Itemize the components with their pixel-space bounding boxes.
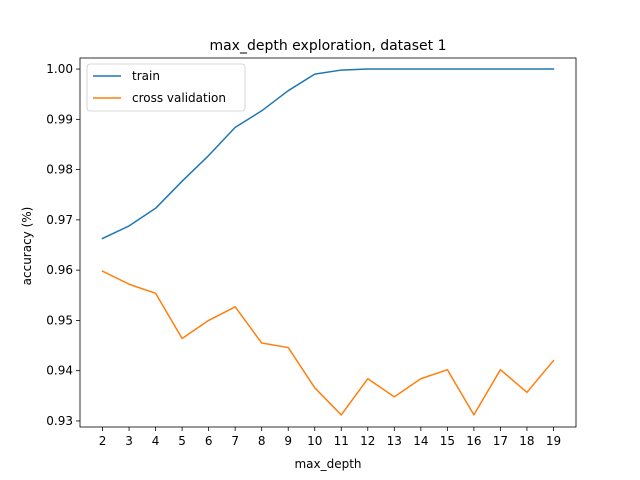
legend-label-1: cross validation [132, 91, 226, 105]
x-tick-label: 14 [413, 434, 428, 448]
x-tick-label: 16 [466, 434, 481, 448]
y-tick-label: 0.94 [46, 364, 73, 378]
plot-area [79, 57, 577, 428]
y-tick-label: 0.97 [46, 213, 73, 227]
x-tick-label: 18 [519, 434, 534, 448]
x-axis-label: max_depth [294, 457, 361, 471]
y-tick-label: 0.95 [46, 313, 73, 327]
legend-frame [86, 63, 246, 112]
y-tick-label: 0.96 [46, 263, 73, 277]
series-line-1 [101, 270, 555, 416]
x-tick-label: 5 [178, 434, 186, 448]
legend-label-0: train [132, 69, 160, 83]
x-tick-label: 10 [307, 434, 322, 448]
x-axis: 2 3 4 5 6 7 8 9 10 11 12 13 14 15 16 17 18 19 [99, 427, 561, 448]
series-line-0 [101, 68, 555, 240]
x-tick-label: 2 [99, 434, 107, 448]
x-tick-label: 9 [284, 434, 292, 448]
x-tick-label: 13 [387, 434, 402, 448]
legend: train cross validation [86, 63, 246, 112]
x-tick-label: 11 [334, 434, 349, 448]
x-tick-label: 7 [231, 434, 239, 448]
x-tick-label: 4 [152, 434, 160, 448]
x-tick-label: 19 [546, 434, 561, 448]
x-tick-label: 12 [360, 434, 375, 448]
y-axis: 0.93 0.94 0.95 0.96 0.97 0.98 0.99 1.00 [46, 62, 80, 428]
x-tick-label: 15 [440, 434, 455, 448]
x-tick-label: 3 [125, 434, 133, 448]
y-axis-label: accuracy (%) [20, 207, 34, 286]
y-tick-label: 0.99 [46, 112, 73, 126]
y-tick-label: 0.93 [46, 414, 73, 428]
x-tick-label: 17 [493, 434, 508, 448]
y-tick-label: 0.98 [46, 163, 73, 177]
x-tick-label: 6 [205, 434, 213, 448]
y-tick-label: 1.00 [46, 62, 73, 76]
axes-frame [79, 57, 577, 428]
chart-title: max_depth exploration, dataset 1 [209, 38, 446, 54]
x-tick-label: 8 [258, 434, 266, 448]
